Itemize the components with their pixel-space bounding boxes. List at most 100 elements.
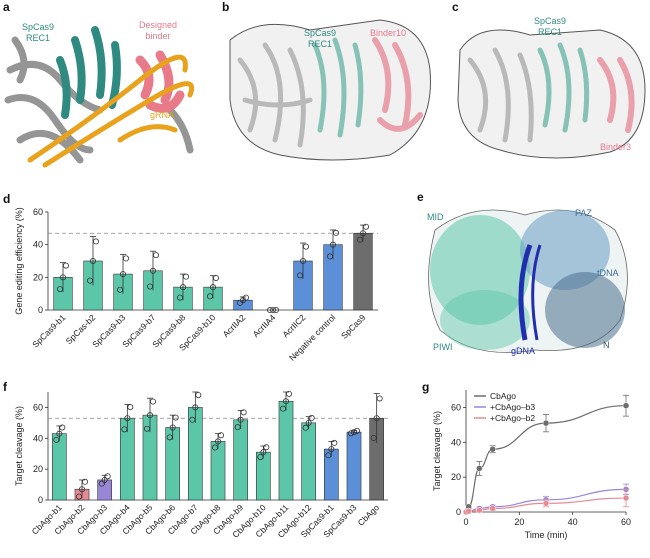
replicate-point <box>82 478 89 485</box>
x-tick-label: AcrIIC2 <box>280 312 307 339</box>
structure-image-e: MID PAZ tDNA PIWI gDNA N <box>427 208 628 356</box>
replicate-point <box>166 434 173 441</box>
y-tick-label: 20 <box>33 464 43 474</box>
struct-c-label-cas9-line1: SpCas9 <box>534 16 566 26</box>
replicate-point <box>257 454 264 461</box>
replicate-point <box>279 405 286 412</box>
replicate-point <box>63 262 70 269</box>
data-point <box>622 402 630 409</box>
panel-label-d: d <box>3 192 11 206</box>
replicate-point <box>263 444 270 451</box>
replicate-point <box>272 307 279 314</box>
replicate-point <box>127 404 134 411</box>
chart-g-svg: 0 20 40 60 0 20 40 60 Time (min) Target cleavage … <box>432 390 631 540</box>
bar <box>52 433 67 501</box>
replicate-point <box>195 392 202 399</box>
replicate-point <box>302 424 309 431</box>
replicate-point <box>332 229 339 236</box>
panel-a: a SpCas9 REC1 Designed binder <box>0 0 200 170</box>
replicate-point <box>172 414 179 421</box>
structure-image-a: SpCas9 REC1 Designed binder gRNA <box>4 14 196 168</box>
replicate-point <box>149 267 156 274</box>
replicate-point <box>353 427 360 434</box>
panel-g: g 0 20 40 60 0 20 40 60 Time (min) Target cleavag… <box>420 380 650 558</box>
replicate-point <box>266 307 273 314</box>
struct-b-label-binder: Binder10 <box>370 28 406 38</box>
panel-e: e MID PAZ tDNA PIWI gDNA N <box>415 190 640 365</box>
replicate-point <box>169 424 176 431</box>
replicate-point <box>217 432 224 439</box>
replicate-point <box>373 415 380 422</box>
x-tick-label: SpCas9 <box>339 312 368 341</box>
y-tick-label: 0 <box>38 495 43 505</box>
panel-label-a: a <box>3 0 10 14</box>
struct-e-label-piwi: PIWI <box>433 342 453 352</box>
structure-image-c: SpCas9 REC1 Binder3 <box>457 16 646 159</box>
bar <box>233 419 248 501</box>
struct-b-label-cas9-line1: SpCas9 <box>304 28 336 38</box>
replicate-point <box>192 404 199 411</box>
data-point <box>465 507 472 515</box>
x-tick-label: CbAgo <box>356 502 382 528</box>
struct-e-label-gdna: gDNA <box>511 346 535 356</box>
replicate-point <box>359 230 366 237</box>
data-point <box>542 500 550 507</box>
replicate-point <box>104 473 111 480</box>
x-tick-label: 40 <box>568 517 578 527</box>
replicate-point <box>90 258 97 265</box>
replicate-point <box>212 274 219 281</box>
replicate-point <box>120 271 127 278</box>
replicate-point <box>260 449 267 456</box>
replicate-point <box>57 286 64 293</box>
struct-a-label-cas9-line1: SpCas9 <box>22 22 54 32</box>
replicate-point <box>269 307 276 314</box>
replicate-point <box>60 274 67 281</box>
panel-f: f 0 20 40 60 Target cleavage (%) CbAgo-b1 CbAg… <box>0 380 400 558</box>
replicate-point <box>370 434 377 441</box>
replicate-point <box>121 426 128 433</box>
replicate-point <box>123 255 130 262</box>
replicate-point <box>362 223 369 230</box>
replicate-point <box>117 286 124 293</box>
replicate-point <box>356 236 363 243</box>
replicate-point <box>329 241 336 248</box>
y-tick-label: 40 <box>33 240 43 250</box>
replicate-point <box>124 415 131 422</box>
x-tick-label: AcrIIA4 <box>251 312 278 339</box>
x-tick-label: SpCas9-b1 <box>30 312 67 349</box>
x-tick-label: 0 <box>463 517 468 527</box>
bar <box>353 232 373 311</box>
replicate-point <box>79 486 86 493</box>
panel-label-g: g <box>422 380 430 394</box>
replicate-point <box>56 430 63 437</box>
data-point <box>622 494 630 502</box>
panel-label-c: c <box>452 0 459 14</box>
y-tick-label: 20 <box>451 472 461 482</box>
y-tick-label: 40 <box>33 433 43 443</box>
replicate-point <box>237 416 244 423</box>
legend-label-2: +CbAgo–b2 <box>490 413 535 423</box>
chart-d-svg: 0 20 40 60 Gene editing efficiency (%) SpCas9… <box>14 207 378 363</box>
bar <box>278 400 294 501</box>
replicate-point <box>149 398 156 405</box>
replicate-point <box>305 419 312 426</box>
y-axis-label: Target cleavage (%) <box>14 406 24 486</box>
replicate-point <box>214 438 221 445</box>
replicate-point <box>101 476 108 483</box>
replicate-point <box>211 444 218 451</box>
replicate-point <box>143 425 150 432</box>
replicate-point <box>53 436 60 443</box>
data-point <box>542 419 550 427</box>
replicate-point <box>93 238 100 245</box>
panel-c: c SpCas9 REC1 Binder3 <box>450 0 650 170</box>
replicate-point <box>285 390 292 397</box>
replicate-point <box>326 253 333 260</box>
replicate-point <box>328 446 335 453</box>
struct-a-label-binder-line1: Designed <box>139 20 177 30</box>
panel-label-f: f <box>3 380 7 394</box>
replicate-point <box>152 252 159 259</box>
y-tick-label: 60 <box>33 207 43 217</box>
struct-a-label-binder-line2: binder <box>145 31 170 41</box>
legend-label-1: +CbAgo–b3 <box>490 402 535 412</box>
